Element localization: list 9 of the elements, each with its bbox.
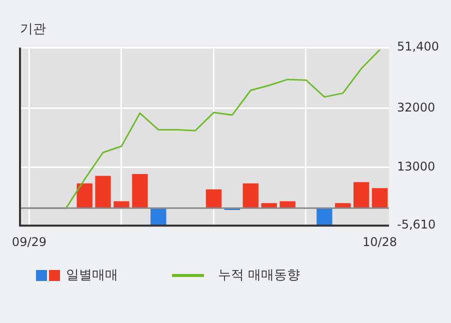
legend-label: 일별매매 [66, 267, 118, 284]
y-tick-label: 13000 [397, 160, 436, 174]
y-tick-label: 32000 [397, 100, 436, 114]
y-tick-label: -5,610 [397, 218, 436, 232]
x-tick-label: 10/28 [362, 234, 398, 249]
chart-title: 기관 [20, 22, 46, 38]
y-tick-label: 51,400 [397, 40, 440, 54]
legend-label: 누적 매매동향 [218, 267, 300, 284]
x-tick-label: 09/29 [12, 234, 47, 249]
